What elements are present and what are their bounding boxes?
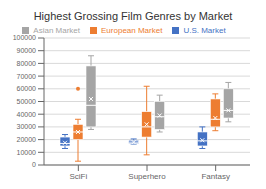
svg-text:100000: 100000 xyxy=(13,34,36,41)
svg-text:Fantasy: Fantasy xyxy=(201,172,229,181)
html-text:U.S. Market: U.S. Market xyxy=(183,26,226,35)
svg-text:90000: 90000 xyxy=(17,47,37,54)
svg-text:SciFi: SciFi xyxy=(69,172,87,181)
svg-text:0: 0 xyxy=(32,161,36,168)
html-text:European Market: European Market xyxy=(101,26,163,35)
svg-text:30000: 30000 xyxy=(17,123,37,130)
html-text:Asian Market: Asian Market xyxy=(33,26,80,35)
svg-text:50000: 50000 xyxy=(17,98,37,105)
html-text:Highest Grossing Film Genres b: Highest Grossing Film Genres by Market xyxy=(33,10,233,22)
svg-text:60000: 60000 xyxy=(17,85,37,92)
svg-text:10000: 10000 xyxy=(17,149,37,156)
svg-text:70000: 70000 xyxy=(17,73,37,80)
svg-text:40000: 40000 xyxy=(17,111,37,118)
svg-text:20000: 20000 xyxy=(17,136,37,143)
svg-text:Superhero: Superhero xyxy=(128,172,166,181)
svg-text:80000: 80000 xyxy=(17,60,37,67)
